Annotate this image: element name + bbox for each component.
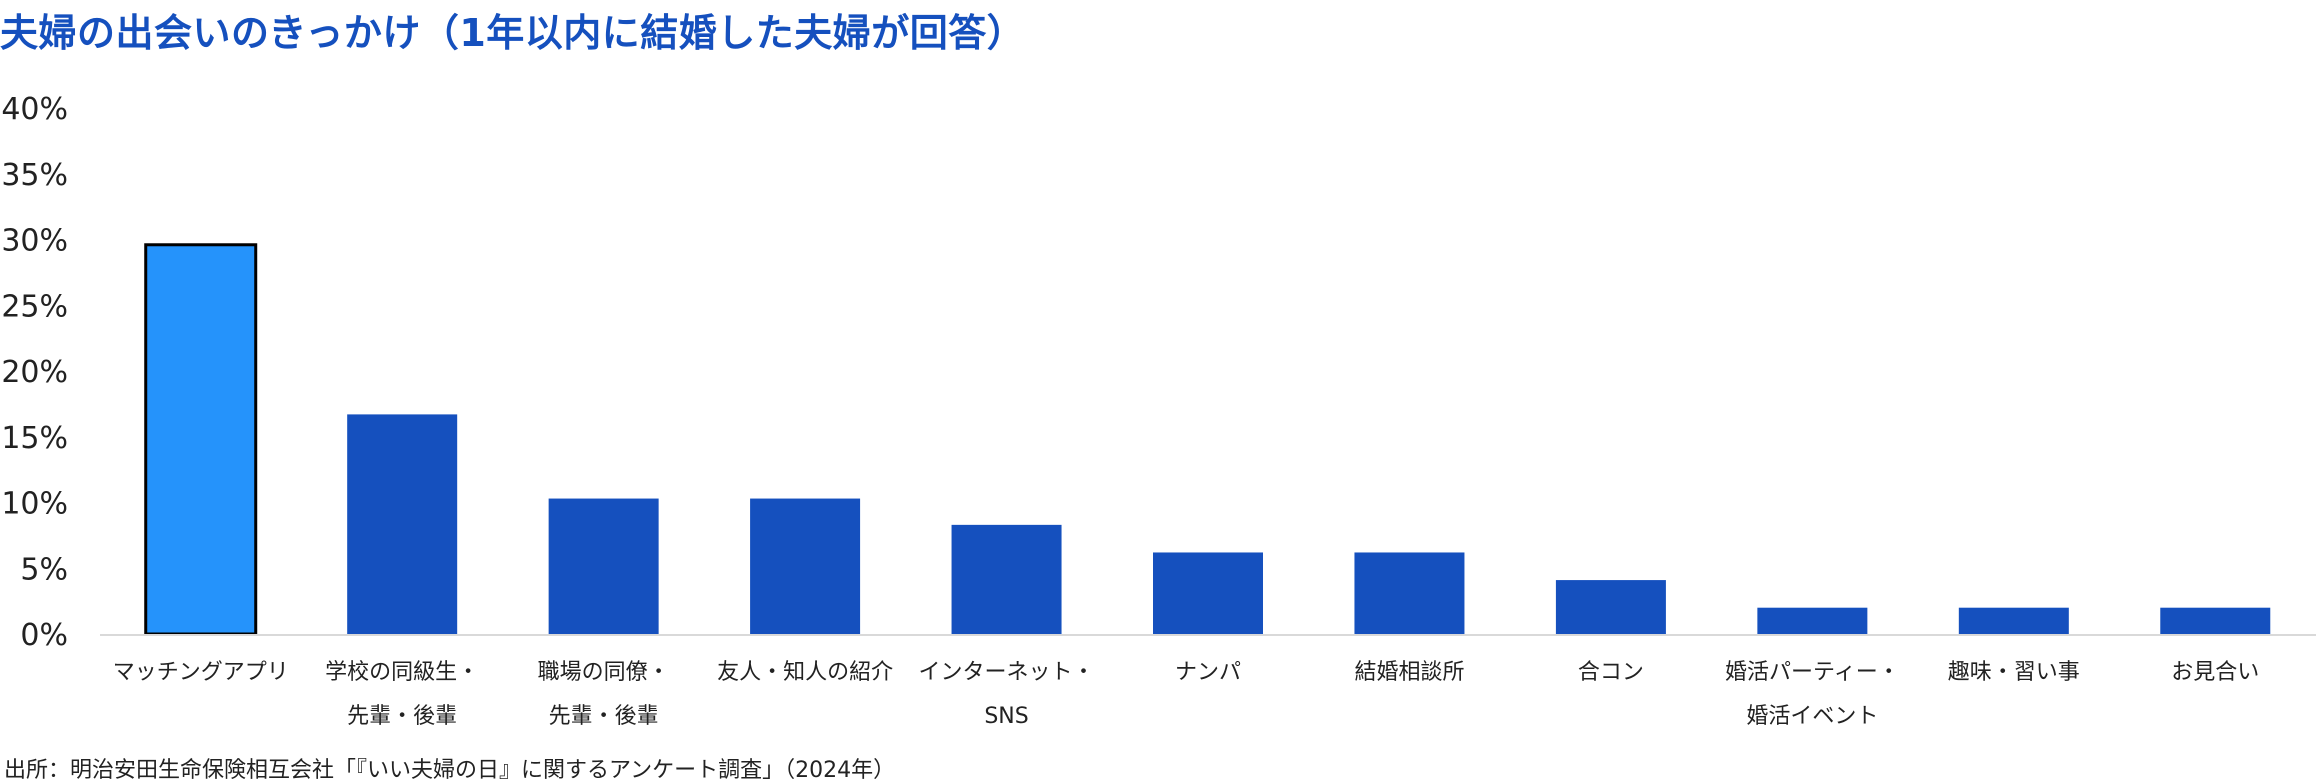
x-category-label: 先輩・後輩 [549, 704, 659, 729]
x-category-label: インターネット・ [919, 660, 1095, 685]
x-category-label: 友人・知人の紹介 [717, 660, 893, 685]
bar [347, 414, 458, 634]
y-tick-label: 35% [1, 158, 68, 193]
bar [548, 498, 659, 634]
y-tick-label: 5% [20, 552, 68, 587]
y-tick-label: 30% [1, 224, 68, 259]
bar [144, 243, 258, 636]
x-category-label: マッチングアプリ [113, 660, 289, 685]
x-category-label: 合コン [1578, 660, 1644, 685]
source-note: 出所：明治安田生命保険相互会社「『いい夫婦の日』に関するアンケート調査」（202… [4, 758, 896, 783]
bars-group [144, 243, 2271, 636]
x-category-label: SNS [984, 704, 1028, 729]
bar [951, 524, 1062, 634]
x-category-label: 学校の同級生・ [325, 660, 479, 685]
bar [1757, 607, 1868, 634]
x-category-label: 結婚相談所 [1354, 660, 1464, 685]
x-category-label: お見合い [2171, 660, 2259, 685]
bar [750, 498, 861, 634]
x-category-label: 趣味・習い事 [1948, 660, 2080, 685]
bar [1354, 552, 1465, 634]
bar [2160, 607, 2271, 634]
bar [1153, 552, 1263, 634]
bar [1555, 580, 1666, 634]
chart-title: 夫婦の出会いのきっかけ（1年以内に結婚した夫婦が回答） [0, 11, 1026, 55]
x-category-label: ナンパ [1175, 660, 1241, 685]
x-category-label: 職場の同僚・ [538, 660, 670, 685]
y-tick-label: 0% [20, 618, 68, 653]
bar [1958, 607, 2069, 634]
y-axis-ticks: 0% 5% 10% 15% 20% 25% 30% 35% 40% [1, 92, 68, 653]
y-tick-label: 20% [1, 355, 68, 390]
y-tick-label: 15% [1, 421, 68, 456]
y-tick-label: 10% [1, 487, 68, 522]
x-category-label: 婚活パーティー・ [1725, 660, 1900, 685]
x-category-label: 婚活イベント [1746, 704, 1878, 729]
x-category-label: 先輩・後輩 [347, 704, 457, 729]
y-tick-label: 40% [1, 92, 68, 127]
y-tick-label: 25% [1, 289, 68, 324]
x-axis-labels: マッチングアプリ 学校の同級生・先輩・後輩職場の同僚・先輩・後輩友人・知人の紹介イ… [113, 660, 2260, 729]
